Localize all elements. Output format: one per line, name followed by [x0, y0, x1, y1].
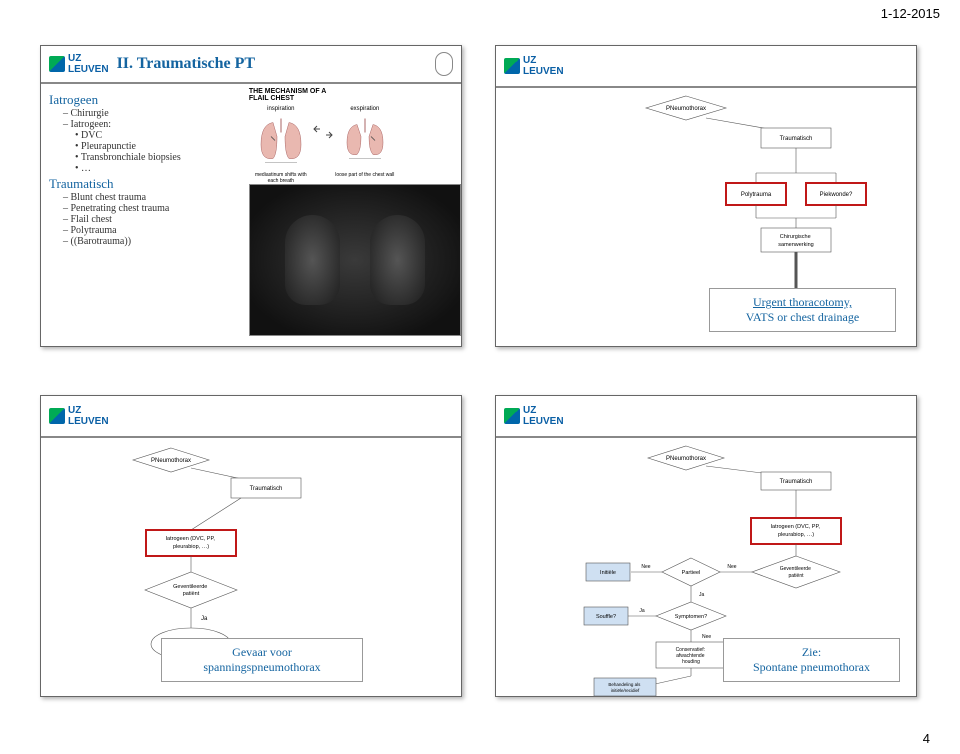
- sub-penetrating: – Penetrating chest trauma: [63, 203, 235, 214]
- image-column: THE MECHANISM OF A FLAIL CHEST inspirati…: [243, 84, 461, 344]
- node-traumatisch: Traumatisch: [250, 486, 283, 492]
- note-line1: Gevaar voor: [232, 645, 292, 659]
- slide-top-left: UZLEUVEN II. Traumatische PT Iatrogeen –…: [40, 45, 462, 347]
- node-polytrauma: Polytrauma: [741, 192, 772, 198]
- sub-blunt: – Blunt chest trauma: [63, 192, 235, 203]
- uz-leuven-logo: UZLEUVEN: [49, 405, 109, 427]
- label-nee-2: Nee: [641, 564, 650, 570]
- bullet-pleurapunctie: • Pleurapunctie: [75, 141, 235, 152]
- sub-polytrauma: – Polytrauma: [63, 225, 235, 236]
- pill-icon: [435, 52, 453, 76]
- caption-mediastinum: mediastinum shifts with each breath: [251, 172, 311, 184]
- chest-xray-image: [249, 184, 461, 336]
- date-header: 1-12-2015: [881, 6, 940, 21]
- node-traumatisch: Traumatisch: [780, 479, 813, 485]
- title-bar: UZLEUVEN: [496, 396, 916, 438]
- slide-bottom-left: UZLEUVEN PNeumothorax Traumatisch Iatrog…: [40, 395, 462, 697]
- heading-iatrogeen: Iatrogeen: [49, 92, 235, 108]
- label-ja-2: Ja: [639, 608, 645, 614]
- heading-traumatisch: Traumatisch: [49, 176, 235, 192]
- svg-text:Behandeling als initiële: Behandeling als initiële/recidief: [608, 682, 641, 693]
- label-ja: Ja: [201, 616, 208, 622]
- uz-leuven-logo: UZLEUVEN: [504, 405, 564, 427]
- uz-leuven-logo: UZLEUVEN: [504, 55, 564, 77]
- note-thoracotomy: Urgent thoracotomy, VATS or chest draina…: [709, 288, 896, 332]
- node-root: PNeumothorax: [151, 458, 191, 464]
- sub-iatrogeen: – Iatrogeen:: [63, 119, 235, 130]
- note-gevaar: Gevaar voor spanningspneumothorax: [161, 638, 363, 682]
- label-ja-1: Ja: [699, 592, 705, 598]
- title-bar: UZLEUVEN II. Traumatische PT: [41, 46, 461, 84]
- note-line1: Urgent thoracotomy,: [753, 295, 852, 309]
- node-souffle: Souffle?: [596, 614, 616, 620]
- bullet-ellipsis: • …: [75, 163, 235, 174]
- note-line2: spanningspneumothorax: [203, 660, 320, 674]
- node-symptomen: Symptomen?: [675, 614, 707, 620]
- node-partieel: Partieel: [682, 570, 701, 576]
- sub-chirurgie: – Chirurgie: [63, 108, 235, 119]
- lungs-exspiration: exspiration loose part of the chest wall: [335, 106, 395, 161]
- caption-loose-part: loose part of the chest wall: [335, 172, 395, 178]
- node-root: PNeumothorax: [666, 106, 706, 112]
- sub-barotrauma: – ((Barotrauma)): [63, 236, 235, 247]
- mechanism-title: THE MECHANISM OF A FLAIL CHEST: [249, 88, 339, 102]
- note-line2: Spontane pneumothorax: [753, 660, 870, 674]
- title-bar: UZLEUVEN: [41, 396, 461, 438]
- bullet-dvc: • DVC: [75, 130, 235, 141]
- lungs-inspiration: inspiration mediastinum shifts with each…: [251, 106, 311, 161]
- label-nee-3: Nee: [702, 634, 711, 640]
- double-arrow-icon: [311, 120, 335, 144]
- title-bar: UZLEUVEN: [496, 46, 916, 88]
- note-line1: Zie:: [802, 645, 821, 659]
- outline-text: Iatrogeen – Chirurgie – Iatrogeen: • DVC…: [41, 84, 243, 344]
- uz-leuven-logo: UZLEUVEN: [49, 53, 109, 75]
- page-number: 4: [923, 731, 930, 746]
- node-piekwonde: Piekwonde?: [820, 192, 853, 198]
- node-traumatisch: Traumatisch: [780, 136, 813, 142]
- node-initiele: Initiële: [600, 570, 616, 576]
- node-root: PNeumothorax: [666, 456, 706, 462]
- bullet-transbronchiale: • Transbronchiale biopsies: [75, 152, 235, 163]
- slide-title: II. Traumatische PT: [117, 55, 256, 73]
- note-zie: Zie: Spontane pneumothorax: [723, 638, 900, 682]
- slide-top-right: UZLEUVEN PNeumothorax Traumatisch Polytr…: [495, 45, 917, 347]
- note-line2: VATS or chest drainage: [746, 310, 859, 324]
- label-nee-1: Nee: [727, 564, 736, 570]
- slide-bottom-right: UZLEUVEN PNeumothorax Traumatisch Iatrog…: [495, 395, 917, 697]
- sub-flail: – Flail chest: [63, 214, 235, 225]
